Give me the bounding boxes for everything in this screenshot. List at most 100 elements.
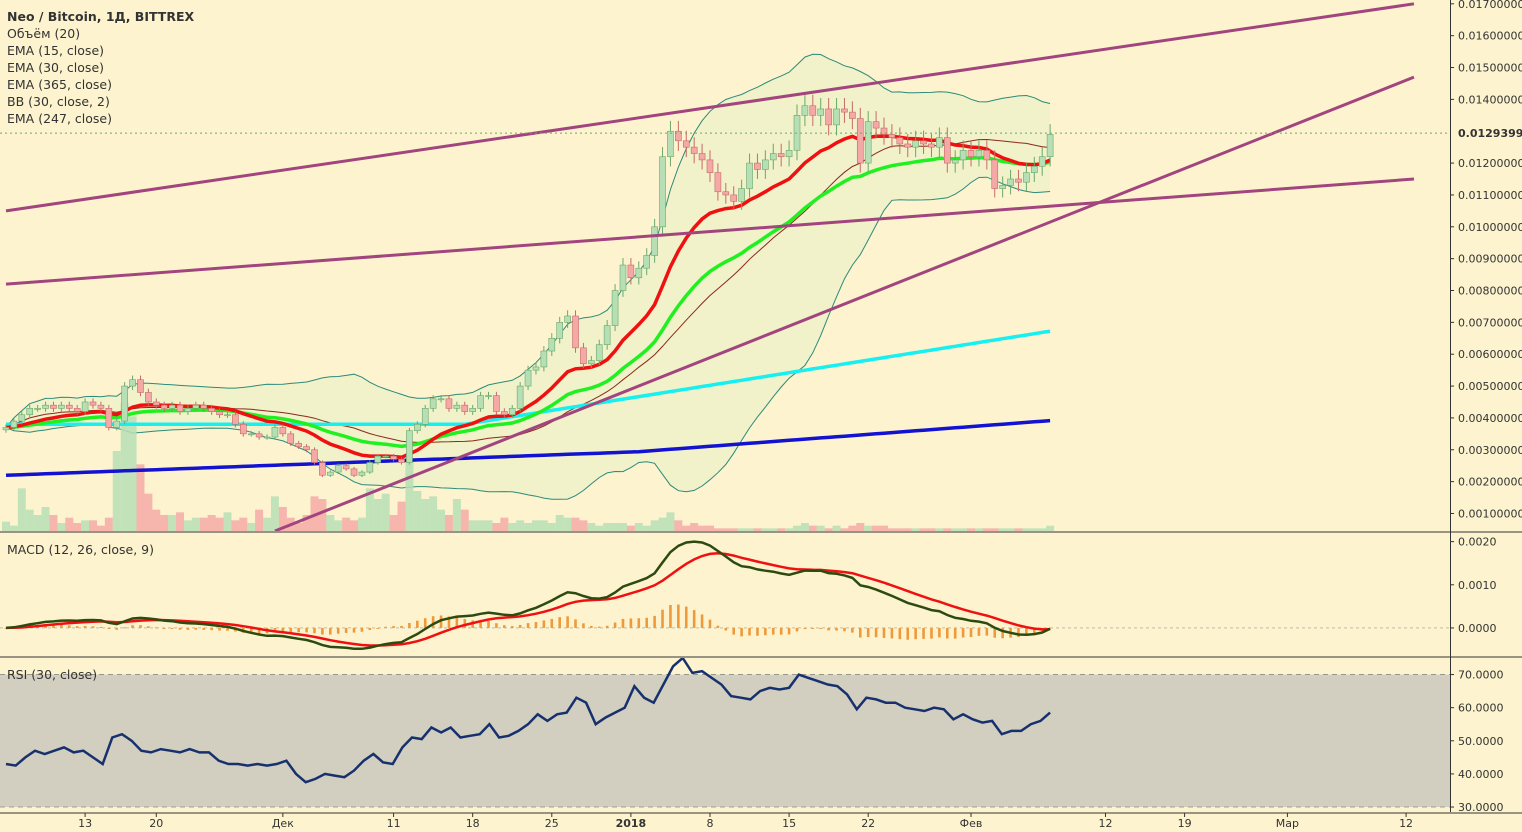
time-tick-label: 19 <box>1178 817 1192 830</box>
macd-histogram-bar <box>795 627 799 632</box>
volume-bar <box>959 528 968 531</box>
volume-bar <box>144 493 153 531</box>
candle-body <box>469 408 476 412</box>
volume-bar <box>840 528 849 531</box>
volume-bar <box>982 528 991 531</box>
candle-body <box>777 153 785 158</box>
candle-body <box>398 459 405 463</box>
macd-histogram-bar <box>115 627 119 630</box>
rsi-pane-label[interactable]: RSI (30, close) <box>7 667 98 682</box>
volume-bar <box>255 509 264 531</box>
price-tick-label: 0.00100000 <box>1458 507 1522 520</box>
candle-body <box>928 143 935 148</box>
candle-body <box>611 290 619 326</box>
macd-histogram-bar <box>811 627 815 629</box>
volume-bar <box>611 523 620 531</box>
volume-bar <box>278 507 287 531</box>
volume-bar <box>73 523 82 531</box>
macd-histogram-bar <box>313 627 316 634</box>
volume-bar <box>89 520 98 531</box>
candle-body <box>421 408 429 425</box>
candle-body <box>26 408 34 416</box>
macd-histogram-bar <box>226 627 229 631</box>
macd-histogram-bar <box>945 627 949 639</box>
macd-histogram-bar <box>487 621 490 628</box>
candle-body <box>34 408 41 410</box>
volume-bar <box>397 501 406 531</box>
candle-body <box>975 150 983 158</box>
candle-body <box>595 344 603 361</box>
indicator-ema15[interactable]: EMA (15, close) <box>7 43 105 58</box>
candle-body <box>247 433 255 436</box>
candle-body <box>896 137 904 145</box>
macd-histogram-bar <box>392 626 395 628</box>
macd-histogram-bar <box>194 627 198 630</box>
macd-histogram-bar <box>321 627 324 635</box>
candle-body <box>872 121 880 129</box>
candle-body <box>1007 178 1014 186</box>
volume-bar <box>421 499 430 531</box>
candle-body <box>785 150 793 158</box>
volume-bar <box>642 525 651 531</box>
candle-body <box>327 471 334 476</box>
volume-bar <box>176 512 185 531</box>
volume-bar <box>539 520 548 531</box>
macd-pane-label[interactable]: MACD (12, 26, close, 9) <box>7 542 154 557</box>
macd-histogram-bar <box>740 627 743 637</box>
macd-histogram-bar <box>202 627 206 630</box>
volume-bar <box>990 528 999 531</box>
rsi-line <box>5 658 1051 784</box>
macd-histogram-bar <box>534 622 538 628</box>
trendline <box>274 75 1415 531</box>
macd-histogram-bar <box>684 606 688 628</box>
indicator-bb[interactable]: BB (30, close, 2) <box>7 94 110 109</box>
macd-histogram-bar <box>439 615 443 628</box>
candle-body <box>936 137 943 148</box>
candle-body <box>366 462 374 473</box>
macd-histogram-bar <box>843 627 846 632</box>
macd-histogram-bar <box>257 627 261 634</box>
macd-histogram-bar <box>218 627 221 631</box>
candle-body <box>200 404 208 409</box>
macd-histogram-bar <box>779 627 783 635</box>
volume-bar <box>508 523 517 531</box>
indicator-ema30[interactable]: EMA (30, close) <box>7 60 105 75</box>
candle-body <box>192 404 200 409</box>
candle-body <box>42 404 49 409</box>
time-tick-label: 18 <box>466 817 480 830</box>
macd-histogram-bar <box>756 627 759 636</box>
volume-bar <box>41 507 50 531</box>
macd-histogram-bar <box>91 626 95 628</box>
candle-body <box>548 337 556 352</box>
price-tick-label: 0.01100000 <box>1458 189 1522 202</box>
volume-bar <box>650 520 659 531</box>
volume-bar <box>618 523 627 531</box>
time-tick-label: 2018 <box>616 817 647 830</box>
indicator-ema247[interactable]: EMA (247, close) <box>7 111 112 126</box>
volume-bar <box>452 499 461 531</box>
volume-bar <box>903 528 912 531</box>
time-tick-label: 25 <box>545 817 559 830</box>
macd-histogram-bar <box>526 623 530 628</box>
candle-body <box>817 108 825 116</box>
macd-histogram-bar <box>297 627 300 633</box>
candle-body <box>540 350 548 368</box>
rsi-tick-label: 50.0000 <box>1458 735 1504 748</box>
macd-histogram-bar <box>305 627 308 633</box>
candle-body <box>271 427 279 438</box>
macd-histogram-bar <box>162 627 166 629</box>
candle-body <box>263 436 271 439</box>
candle-body <box>588 360 595 365</box>
indicator-ema365[interactable]: EMA (365, close) <box>7 77 112 92</box>
rsi-pane <box>0 658 1450 808</box>
candle-body <box>437 398 445 401</box>
candle-body <box>311 449 318 463</box>
candle-body <box>762 159 769 170</box>
candle-body <box>651 226 658 256</box>
candle-body <box>880 127 888 135</box>
time-tick-label: Дек <box>272 817 294 830</box>
candle-body <box>485 395 492 397</box>
candle-body <box>849 111 856 119</box>
indicator-volume[interactable]: Объём (20) <box>7 26 81 41</box>
